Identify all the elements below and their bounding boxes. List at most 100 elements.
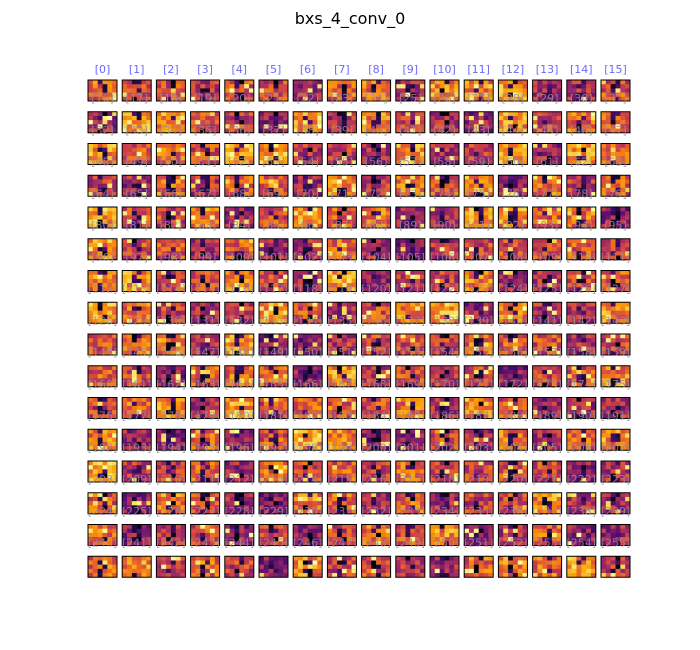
activation-cell [380, 143, 387, 148]
activation-cell [400, 143, 406, 148]
activation-cell [366, 223, 372, 229]
activation-cell [601, 84, 607, 89]
activation-cell [278, 92, 284, 98]
activation-cell [170, 207, 177, 212]
activation-cell [88, 120, 94, 125]
activation-cell [259, 92, 265, 98]
feature-index-label: [72] [365, 187, 388, 200]
activation-cell [556, 124, 562, 129]
activation-cell [430, 215, 436, 220]
activation-cell [209, 302, 216, 307]
activation-cell [107, 128, 113, 134]
activation-cell [268, 143, 274, 148]
activation-cell [522, 207, 528, 212]
activation-cell [200, 334, 206, 339]
activation-cell [581, 219, 587, 225]
activation-cell [473, 179, 479, 184]
activation-cell [307, 274, 313, 280]
activation-cell [332, 120, 338, 125]
activation-cell [361, 92, 367, 98]
activation-cell [542, 179, 548, 184]
activation-cell [449, 124, 455, 129]
activation-cell [469, 175, 475, 180]
activation-cell [366, 88, 372, 93]
activation-cell [327, 80, 333, 85]
activation-cell [395, 215, 401, 220]
activation-cell [92, 306, 98, 311]
activation-cell [366, 92, 372, 98]
activation-cell [112, 80, 118, 85]
activation-cell [136, 92, 142, 98]
activation-cell [605, 96, 611, 102]
activation-cell [122, 215, 128, 220]
activation-cell [214, 207, 220, 212]
activation-cell [161, 96, 167, 102]
activation-cell [283, 156, 289, 161]
activation-cell [146, 223, 152, 229]
activation-cell [298, 219, 304, 225]
activation-cell [488, 187, 494, 193]
feature-index-label: [137] [396, 314, 426, 327]
activation-cell [576, 207, 582, 212]
activation-cell [298, 111, 304, 117]
activation-cell [205, 338, 211, 343]
activation-cell [405, 156, 411, 161]
activation-cell [385, 192, 391, 197]
activation-cell [512, 151, 519, 157]
activation-cell [209, 84, 216, 89]
activation-cell [229, 80, 235, 85]
activation-cell [419, 88, 426, 93]
activation-cell [127, 270, 133, 275]
activation-cell [248, 175, 255, 180]
activation-cell [576, 183, 582, 189]
feature-map-tile [292, 206, 323, 229]
activation-cell [537, 302, 543, 307]
feature-map-tile [258, 206, 289, 229]
activation-cell [410, 274, 416, 280]
activation-cell [454, 215, 460, 220]
feature-map-tile [121, 238, 152, 261]
activation-cell [434, 160, 440, 165]
activation-cell [190, 338, 196, 343]
activation-cell [122, 238, 128, 244]
activation-cell [547, 306, 553, 311]
activation-cell [190, 183, 196, 189]
activation-cell [615, 238, 621, 244]
feature-index-label: [128] [88, 314, 118, 327]
activation-cell [248, 215, 255, 220]
activation-cell [180, 147, 186, 153]
activation-cell [566, 302, 572, 307]
activation-cell [259, 247, 265, 252]
activation-cell [161, 88, 167, 93]
activation-cell [419, 111, 426, 117]
activation-cell [376, 80, 382, 85]
activation-cell [376, 183, 382, 189]
activation-cell [190, 115, 196, 121]
activation-cell [434, 238, 440, 244]
activation-cell [283, 223, 289, 229]
activation-cell [537, 207, 543, 212]
activation-cell [263, 160, 269, 165]
activation-cell [327, 306, 333, 311]
activation-cell [371, 338, 377, 343]
activation-cell [293, 111, 299, 117]
activation-cell [341, 179, 348, 184]
activation-cell [175, 80, 181, 85]
activation-cell [248, 211, 255, 216]
activation-cell [229, 251, 235, 256]
activation-cell [351, 187, 357, 193]
activation-cell [112, 147, 118, 153]
feature-index-label: [68] [228, 187, 251, 200]
activation-cell [439, 88, 445, 93]
activation-cell [248, 187, 255, 193]
activation-cell [273, 223, 279, 229]
activation-cell [346, 238, 352, 244]
activation-cell [244, 151, 250, 157]
activation-cell [449, 179, 455, 184]
activation-cell [444, 187, 450, 193]
feature-index-label: [113] [122, 283, 152, 296]
activation-cell [400, 128, 406, 134]
activation-cell [380, 92, 387, 98]
activation-cell [532, 183, 538, 189]
activation-cell [605, 156, 611, 161]
